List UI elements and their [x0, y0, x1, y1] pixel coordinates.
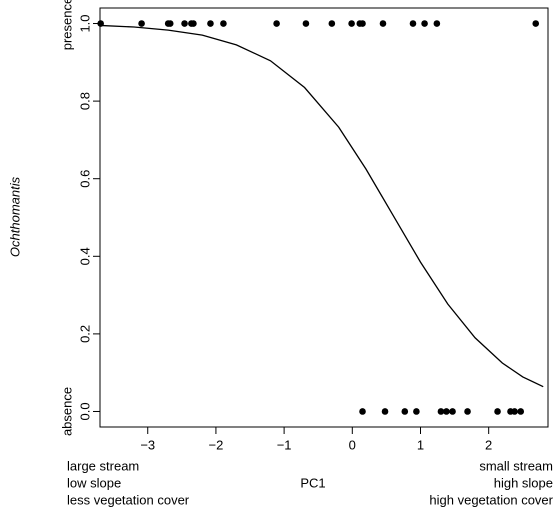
point: [359, 408, 366, 415]
point: [166, 20, 174, 27]
point: [181, 20, 188, 27]
y-axis-label: Ochthomantis: [7, 176, 22, 257]
x-left-note: large stream: [67, 458, 139, 473]
x-axis-label: PC1: [300, 475, 325, 490]
point: [413, 408, 420, 415]
point: [409, 20, 417, 27]
point: [532, 20, 540, 27]
point: [517, 408, 525, 415]
x-right-note: high slope: [494, 475, 553, 490]
x-tick-label: 0: [349, 437, 356, 452]
y-tick-label: 0.0: [77, 402, 92, 420]
point: [494, 408, 501, 415]
point: [449, 408, 456, 415]
point: [207, 20, 214, 27]
point: [302, 20, 310, 27]
point: [273, 20, 280, 27]
x-right-note: small stream: [479, 458, 553, 473]
point: [433, 20, 441, 27]
x-tick-label: −2: [209, 437, 224, 452]
point: [443, 408, 450, 415]
x-tick-label: 2: [485, 437, 492, 452]
point: [328, 20, 336, 27]
fitted-curve: [99, 24, 544, 388]
x-right-note: high vegetation cover: [429, 492, 553, 507]
point: [348, 20, 355, 27]
point: [359, 20, 366, 27]
y-level-label: absence: [59, 387, 74, 436]
point: [138, 20, 145, 27]
point: [379, 20, 387, 27]
point: [97, 20, 104, 27]
y-tick-label: 0.6: [77, 170, 92, 188]
point: [401, 408, 409, 415]
point: [190, 20, 197, 27]
point: [381, 408, 389, 415]
y-level-label: presence: [59, 0, 74, 50]
y-tick-label: 0.4: [77, 247, 92, 265]
y-tick-label: 0.8: [77, 92, 92, 110]
x-tick-label: 1: [417, 437, 424, 452]
x-left-note: less vegetation cover: [67, 492, 190, 507]
y-tick-label: 1.0: [77, 14, 92, 32]
x-tick-label: −1: [277, 437, 292, 452]
point: [511, 408, 518, 415]
plot-box: [99, 7, 549, 428]
x-left-note: low slope: [67, 475, 121, 490]
x-tick-label: −3: [140, 437, 155, 452]
y-tick-label: 0.2: [77, 325, 92, 343]
point: [464, 408, 471, 415]
point: [437, 408, 445, 415]
point: [220, 20, 227, 27]
point: [421, 20, 428, 27]
